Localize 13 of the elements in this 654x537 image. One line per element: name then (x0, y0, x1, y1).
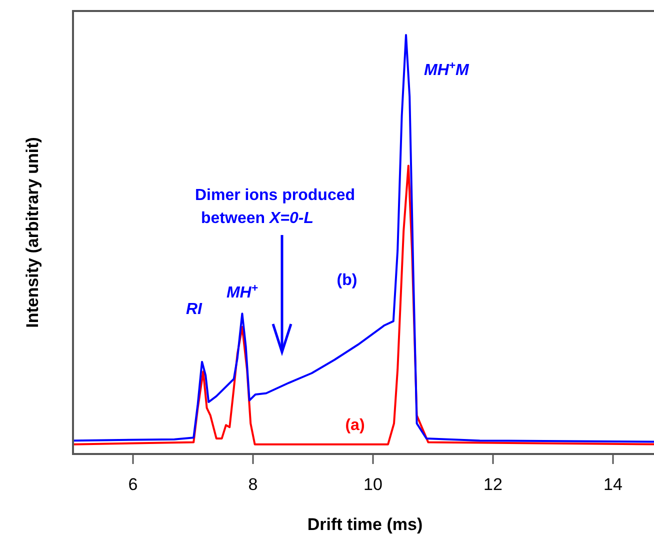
x-tick-label: 8 (248, 475, 258, 494)
annotation: RI (186, 300, 203, 318)
annotation: Dimer ions produced between X=0-L (195, 187, 356, 227)
annotation: MH$^{+}$M (424, 60, 470, 79)
annotation: MH$^{+}$ (226, 282, 258, 302)
text: (b) (336, 272, 358, 289)
x-tick-label: 10 (364, 475, 382, 494)
x-tick-label: 6 (128, 475, 138, 494)
y-axis-title: Intensity (arbitrary unit) (23, 137, 42, 328)
x-tick-label: 14 (604, 475, 622, 494)
x-tick-label: 12 (484, 475, 502, 494)
x-axis-title: Drift time (ms) (307, 515, 423, 534)
series-label: (a) (345, 417, 365, 434)
